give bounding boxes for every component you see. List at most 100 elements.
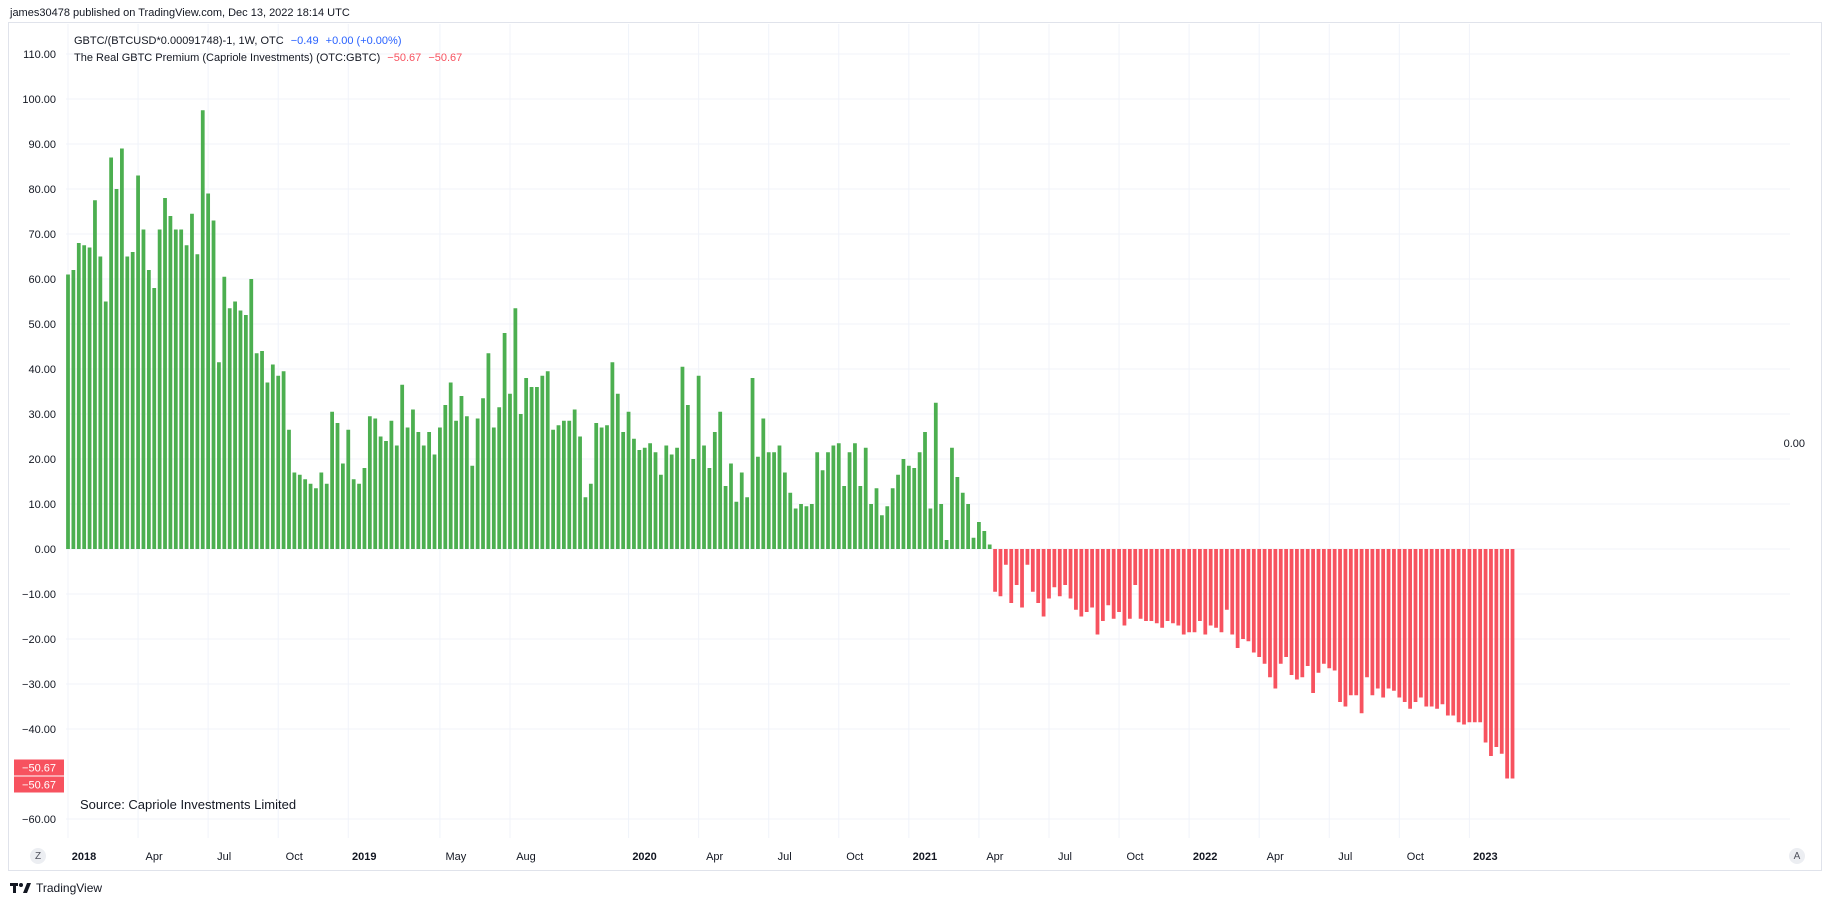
bar[interactable] — [1338, 549, 1342, 702]
bar[interactable] — [1311, 549, 1315, 693]
bar[interactable] — [276, 375, 281, 549]
bar[interactable] — [583, 497, 588, 549]
bar[interactable] — [1295, 549, 1299, 680]
bar[interactable] — [642, 447, 647, 549]
bar[interactable] — [1235, 549, 1240, 648]
bar[interactable] — [1030, 549, 1035, 592]
bar[interactable] — [1095, 549, 1100, 635]
bar[interactable] — [1149, 549, 1154, 621]
bar[interactable] — [416, 432, 421, 549]
bar[interactable] — [335, 423, 340, 549]
bar[interactable] — [1246, 549, 1251, 642]
bar[interactable] — [960, 492, 965, 549]
bar[interactable] — [551, 429, 555, 549]
bar[interactable] — [853, 443, 857, 549]
bar[interactable] — [1224, 549, 1229, 610]
bar[interactable] — [103, 301, 108, 550]
bar[interactable] — [556, 425, 561, 549]
bar[interactable] — [1370, 549, 1375, 696]
legend-line-symbol[interactable]: GBTC/(BTCUSD*0.00091748)-1, 1W, OTC −0.4… — [74, 35, 406, 47]
bar[interactable] — [912, 468, 917, 549]
bar[interactable] — [1472, 549, 1477, 723]
bar[interactable] — [561, 420, 566, 549]
bar[interactable] — [265, 382, 270, 550]
bar[interactable] — [206, 193, 211, 550]
bar[interactable] — [847, 452, 852, 549]
bar[interactable] — [1321, 549, 1326, 664]
bar[interactable] — [1392, 549, 1396, 691]
bar[interactable] — [168, 216, 173, 549]
bar[interactable] — [179, 229, 184, 550]
bar[interactable] — [1494, 549, 1499, 747]
bar[interactable] — [756, 456, 760, 549]
bar[interactable] — [1214, 549, 1218, 628]
bar[interactable] — [314, 488, 318, 549]
bar[interactable] — [659, 474, 663, 549]
bar[interactable] — [944, 540, 949, 549]
bar[interactable] — [906, 465, 911, 549]
bar[interactable] — [982, 531, 987, 549]
bar[interactable] — [1429, 549, 1434, 707]
bar[interactable] — [227, 308, 232, 549]
bar[interactable] — [723, 486, 728, 549]
bar[interactable] — [497, 407, 502, 549]
bar[interactable] — [1305, 549, 1310, 666]
bar[interactable] — [1074, 549, 1078, 610]
bar[interactable] — [373, 418, 378, 550]
bar[interactable] — [1375, 549, 1380, 689]
bar[interactable] — [680, 366, 685, 549]
bar[interactable] — [793, 508, 798, 550]
bar[interactable] — [1445, 549, 1450, 716]
bar[interactable] — [443, 405, 448, 549]
bar[interactable] — [71, 270, 76, 549]
bar[interactable] — [669, 454, 674, 550]
bar[interactable] — [475, 418, 480, 550]
bar[interactable] — [578, 436, 582, 550]
bar[interactable] — [529, 387, 534, 549]
bar[interactable] — [1041, 549, 1046, 617]
bar[interactable] — [1467, 549, 1472, 723]
bar[interactable] — [863, 447, 868, 549]
bar[interactable] — [249, 279, 254, 549]
bar[interactable] — [1198, 549, 1202, 621]
bar[interactable] — [1106, 549, 1111, 606]
bar[interactable] — [82, 245, 87, 549]
bar[interactable] — [1154, 549, 1159, 624]
bar[interactable] — [928, 508, 933, 550]
bar[interactable] — [502, 333, 507, 549]
bar[interactable] — [1257, 549, 1262, 657]
bar[interactable] — [1505, 549, 1510, 779]
bar[interactable] — [1171, 549, 1175, 624]
bar[interactable] — [66, 274, 70, 550]
bar[interactable] — [1402, 549, 1407, 702]
bar[interactable] — [1289, 549, 1294, 675]
bar[interactable] — [718, 411, 723, 549]
bar[interactable] — [1003, 549, 1008, 565]
bar[interactable] — [173, 229, 178, 550]
bar[interactable] — [486, 353, 491, 549]
bar[interactable] — [1192, 549, 1197, 633]
bar[interactable] — [540, 375, 545, 549]
bar[interactable] — [1251, 549, 1256, 653]
bar[interactable] — [998, 549, 1003, 597]
bar[interactable] — [1009, 549, 1014, 603]
bar[interactable] — [632, 438, 636, 549]
bar[interactable] — [1451, 549, 1456, 716]
bar[interactable] — [362, 468, 367, 549]
bar[interactable] — [782, 472, 787, 550]
bar[interactable] — [1052, 549, 1057, 588]
bar[interactable] — [820, 470, 825, 549]
bar[interactable] — [346, 429, 351, 549]
bar[interactable] — [341, 463, 345, 550]
bar[interactable] — [653, 452, 658, 549]
bar[interactable] — [76, 243, 81, 549]
bar[interactable] — [745, 497, 750, 549]
bar[interactable] — [394, 445, 399, 550]
bar[interactable] — [491, 427, 496, 550]
bar[interactable] — [685, 405, 690, 549]
bar[interactable] — [1111, 549, 1116, 619]
bar[interactable] — [238, 310, 243, 550]
bar[interactable] — [842, 486, 847, 549]
bar[interactable] — [588, 483, 593, 549]
bar[interactable] — [966, 504, 971, 549]
